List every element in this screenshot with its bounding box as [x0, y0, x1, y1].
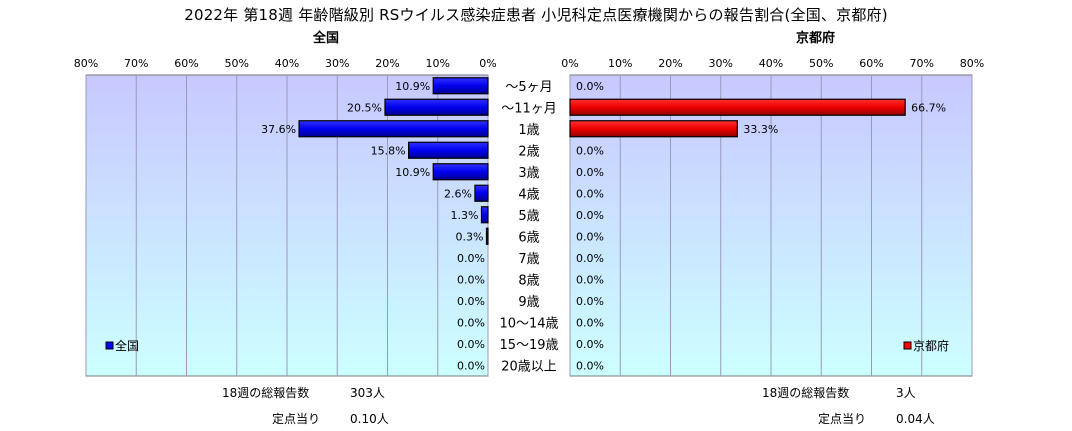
category-label: 2歳	[518, 144, 539, 159]
kyoto-data-label: 66.7%	[911, 101, 946, 114]
category-label: 9歳	[518, 295, 539, 310]
kyoto-data-label: 0.0%	[576, 209, 604, 222]
kyoto-tick-label: 30%	[709, 57, 733, 70]
national-bar	[480, 206, 489, 224]
national-data-label: 15.8%	[371, 144, 406, 157]
national-bar	[432, 77, 489, 95]
national-tick-label: 50%	[225, 57, 249, 70]
kyoto-data-label: 0.0%	[576, 187, 604, 200]
national-total-label: 18週の総報告数	[222, 386, 310, 400]
kyoto-data-label: 0.0%	[576, 80, 604, 93]
kyoto-total-value: 3人	[896, 386, 916, 400]
kyoto-tick-label: 80%	[960, 57, 984, 70]
kyoto-per-value: 0.04人	[896, 412, 935, 426]
national-data-label: 0.0%	[457, 273, 485, 286]
kyoto-data-label: 0.0%	[576, 252, 604, 265]
category-label: 15〜19歳	[499, 338, 558, 353]
national-data-label: 0.0%	[457, 252, 485, 265]
national-bar	[408, 141, 489, 159]
national-tick-label: 40%	[275, 57, 299, 70]
category-label: 5歳	[518, 209, 539, 224]
national-per-label: 定点当り	[272, 412, 321, 426]
kyoto-data-label: 0.0%	[576, 144, 604, 157]
national-data-label: 0.0%	[457, 338, 485, 351]
kyoto-per-label: 定点当り	[818, 412, 867, 426]
chart-svg: 80% 70% 60% 50% 40% 30% 20% 10% 0% 10.9% 20.5% 37.6…	[74, 57, 984, 377]
national-total-value: 303人	[350, 386, 385, 400]
category-label: 8歳	[518, 273, 539, 288]
national-data-label: 37.6%	[261, 123, 296, 136]
national-data-label: 0.3%	[456, 230, 484, 243]
kyoto-tick-label: 40%	[759, 57, 783, 70]
national-per-value: 0.10人	[350, 412, 389, 426]
kyoto-total-label: 18週の総報告数	[762, 386, 850, 400]
kyoto-legend-swatch	[903, 341, 912, 350]
national-data-label: 0.0%	[457, 295, 485, 308]
kyoto-tick-label: 0%	[561, 57, 578, 70]
national-data-label: 0.0%	[457, 359, 485, 372]
kyoto-data-label: 0.0%	[576, 273, 604, 286]
national-data-label: 10.9%	[395, 80, 430, 93]
category-label: 10〜14歳	[499, 316, 558, 331]
national-tick-label: 20%	[375, 57, 399, 70]
kyoto-bar	[569, 98, 906, 116]
national-tick-label: 60%	[174, 57, 198, 70]
national-bar	[474, 184, 489, 202]
national-bar	[384, 98, 489, 116]
national-tick-label: 30%	[325, 57, 349, 70]
kyoto-panel-title: 京都府	[796, 31, 836, 46]
national-tick-label: 70%	[124, 57, 148, 70]
category-label: 〜5ヶ月	[505, 80, 552, 95]
national-data-label: 1.3%	[451, 209, 479, 222]
category-label: 20歳以上	[501, 359, 557, 374]
national-data-label: 0.0%	[457, 316, 485, 329]
chart-area: 80% 70% 60% 50% 40% 30% 20% 10% 0% 10.9% 20.5% 37.6…	[74, 57, 984, 377]
national-data-label: 20.5%	[347, 101, 382, 114]
kyoto-data-label: 0.0%	[576, 338, 604, 351]
national-tick-label: 80%	[74, 57, 98, 70]
kyoto-data-label: 0.0%	[576, 316, 604, 329]
national-data-label: 2.6%	[444, 187, 472, 200]
national-tick-label: 10%	[426, 57, 450, 70]
kyoto-data-label: 0.0%	[576, 230, 604, 243]
kyoto-data-label: 0.0%	[576, 295, 604, 308]
category-label: 7歳	[518, 252, 539, 267]
kyoto-legend-label: 京都府	[913, 338, 949, 353]
category-label: 6歳	[518, 230, 539, 245]
chart-title: 2022年 第18週 年齢階級別 RSウイルス感染症患者 小児科定点医療機関から…	[184, 6, 888, 24]
national-bar	[298, 120, 489, 138]
kyoto-data-label: 33.3%	[743, 123, 778, 136]
kyoto-tick-label: 20%	[658, 57, 682, 70]
kyoto-data-label: 0.0%	[576, 359, 604, 372]
national-legend-label: 全国	[115, 338, 139, 353]
kyoto-tick-label: 50%	[809, 57, 833, 70]
kyoto-tick-label: 70%	[910, 57, 934, 70]
national-tick-label: 0%	[479, 57, 496, 70]
national-bar	[432, 163, 489, 181]
national-legend-swatch	[105, 341, 114, 350]
category-label: 3歳	[518, 166, 539, 181]
kyoto-data-label: 0.0%	[576, 166, 604, 179]
category-label: 1歳	[518, 123, 539, 138]
category-label: 〜11ヶ月	[501, 101, 557, 116]
national-data-label: 10.9%	[395, 166, 430, 179]
national-bar	[485, 227, 489, 245]
kyoto-tick-label: 10%	[608, 57, 632, 70]
national-panel-title: 全国	[313, 31, 340, 46]
category-label: 4歳	[518, 187, 539, 202]
kyoto-bar	[569, 120, 738, 138]
kyoto-tick-label: 60%	[859, 57, 883, 70]
